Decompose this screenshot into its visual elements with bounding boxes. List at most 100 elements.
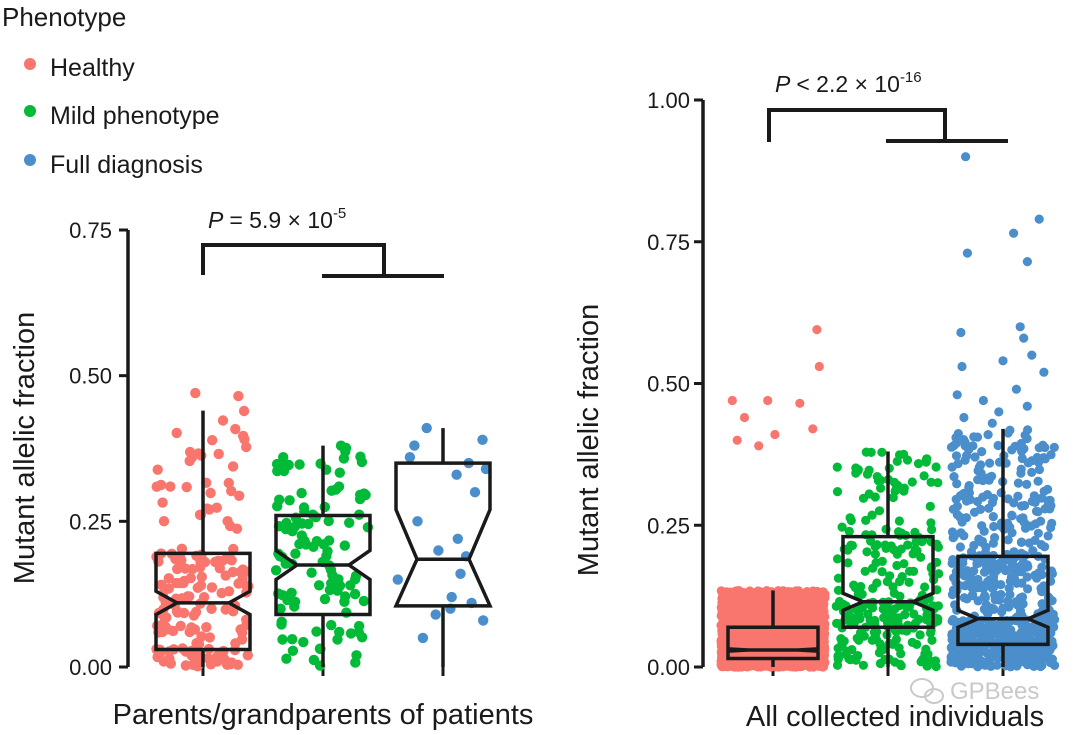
data-point (868, 583, 878, 594)
data-point (1022, 479, 1032, 489)
data-point (961, 653, 971, 664)
legend-swatch-mild (24, 105, 36, 117)
data-point (281, 517, 292, 529)
data-point (1019, 517, 1029, 527)
data-point (1017, 453, 1027, 464)
data-point (926, 477, 936, 487)
data-point (171, 427, 182, 439)
data-point (239, 434, 250, 445)
data-point (340, 591, 351, 602)
data-point (1017, 446, 1027, 456)
data-point (817, 628, 827, 639)
data-point (207, 435, 218, 446)
data-point (188, 610, 200, 621)
data-point (852, 633, 862, 643)
data-point (1019, 333, 1029, 343)
data-point (1034, 465, 1044, 475)
data-point (893, 480, 903, 490)
data-point (417, 632, 429, 644)
y-axis-label-left: Mutant allelic fraction (9, 312, 41, 584)
data-point (163, 573, 174, 584)
significance-bracket-right (767, 108, 1008, 143)
y-tick-label-left: 0.50 (69, 364, 112, 389)
data-point (205, 487, 216, 499)
data-point (230, 423, 241, 435)
data-point (355, 451, 366, 462)
data-point (1015, 322, 1025, 332)
data-point (851, 468, 861, 478)
data-point (1009, 228, 1019, 238)
chart-panel-left: Mutant allelic fraction Parents/grandpar… (9, 205, 533, 731)
data-point (816, 612, 826, 622)
data-point (1007, 528, 1017, 538)
points-healthy-left (151, 387, 254, 672)
data-point (862, 469, 873, 479)
data-point (947, 462, 957, 472)
data-point (969, 540, 979, 551)
data-point (973, 662, 983, 672)
data-point (242, 650, 253, 661)
data-point (738, 617, 748, 627)
data-point (1005, 425, 1015, 435)
data-point (952, 390, 962, 400)
data-point (948, 555, 958, 565)
data-point (833, 573, 844, 583)
chart-panel-right: Mutant allelic fraction All collected in… (573, 69, 1060, 733)
data-point (306, 567, 317, 578)
data-point (1029, 491, 1039, 501)
data-point (392, 574, 403, 585)
data-point (223, 477, 234, 489)
data-point (977, 447, 987, 457)
data-point (949, 531, 959, 542)
data-point (853, 589, 863, 599)
data-point (870, 615, 880, 626)
data-point (718, 626, 729, 636)
data-point (880, 540, 890, 550)
data-point (211, 502, 222, 513)
data-point (909, 609, 919, 619)
data-point (455, 568, 466, 579)
data-point (1040, 542, 1050, 552)
data-point (160, 621, 171, 632)
data-point (919, 471, 929, 481)
data-point (287, 634, 298, 645)
data-point (1045, 495, 1055, 505)
data-point (952, 509, 962, 520)
data-point (1016, 468, 1026, 478)
data-point (734, 603, 744, 613)
data-point (181, 481, 192, 493)
data-point (184, 455, 195, 467)
data-point (165, 658, 176, 669)
y-tick-label-right: 0.50 (647, 372, 690, 397)
data-point (988, 538, 999, 548)
y-tick-label-left: 0.75 (69, 218, 112, 243)
data-point (298, 502, 310, 513)
data-point (351, 650, 362, 661)
data-point (856, 581, 866, 592)
data-point (1034, 457, 1044, 467)
y-tick-label-right: 0.25 (647, 513, 690, 538)
data-point (322, 546, 333, 557)
data-point (277, 634, 288, 645)
data-point (949, 441, 959, 451)
data-point (186, 650, 197, 661)
data-point (868, 563, 878, 573)
data-point (975, 504, 986, 514)
data-point (326, 619, 337, 631)
data-point (185, 572, 196, 584)
data-point (959, 435, 969, 445)
data-point (235, 566, 246, 578)
data-point (998, 356, 1008, 366)
data-point (972, 496, 983, 507)
y-tick-label-right: 1.00 (647, 88, 690, 113)
bracket-line (201, 243, 386, 276)
data-point (227, 461, 239, 472)
data-point (270, 565, 282, 576)
data-point (1007, 510, 1017, 520)
data-point (272, 501, 283, 512)
data-point (430, 609, 441, 620)
y-tick-label-right: 0.00 (647, 655, 690, 680)
data-point (732, 435, 742, 445)
data-point (878, 645, 888, 655)
data-point (877, 447, 887, 457)
